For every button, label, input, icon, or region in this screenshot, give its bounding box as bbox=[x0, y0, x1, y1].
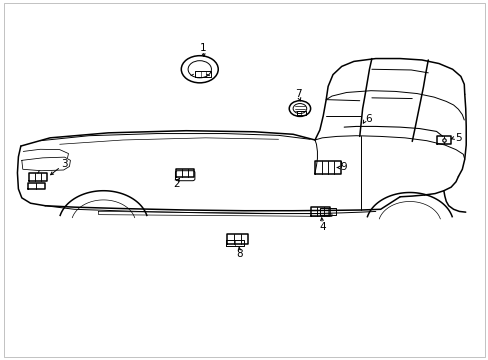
Text: 5: 5 bbox=[454, 133, 461, 143]
Text: 3: 3 bbox=[61, 159, 68, 169]
Text: 7: 7 bbox=[294, 89, 301, 99]
Text: 4: 4 bbox=[318, 222, 325, 232]
Text: 1: 1 bbox=[200, 43, 206, 53]
Text: 8: 8 bbox=[236, 249, 243, 259]
Text: 2: 2 bbox=[173, 179, 180, 189]
Text: 9: 9 bbox=[340, 162, 347, 172]
Text: 6: 6 bbox=[365, 113, 371, 123]
